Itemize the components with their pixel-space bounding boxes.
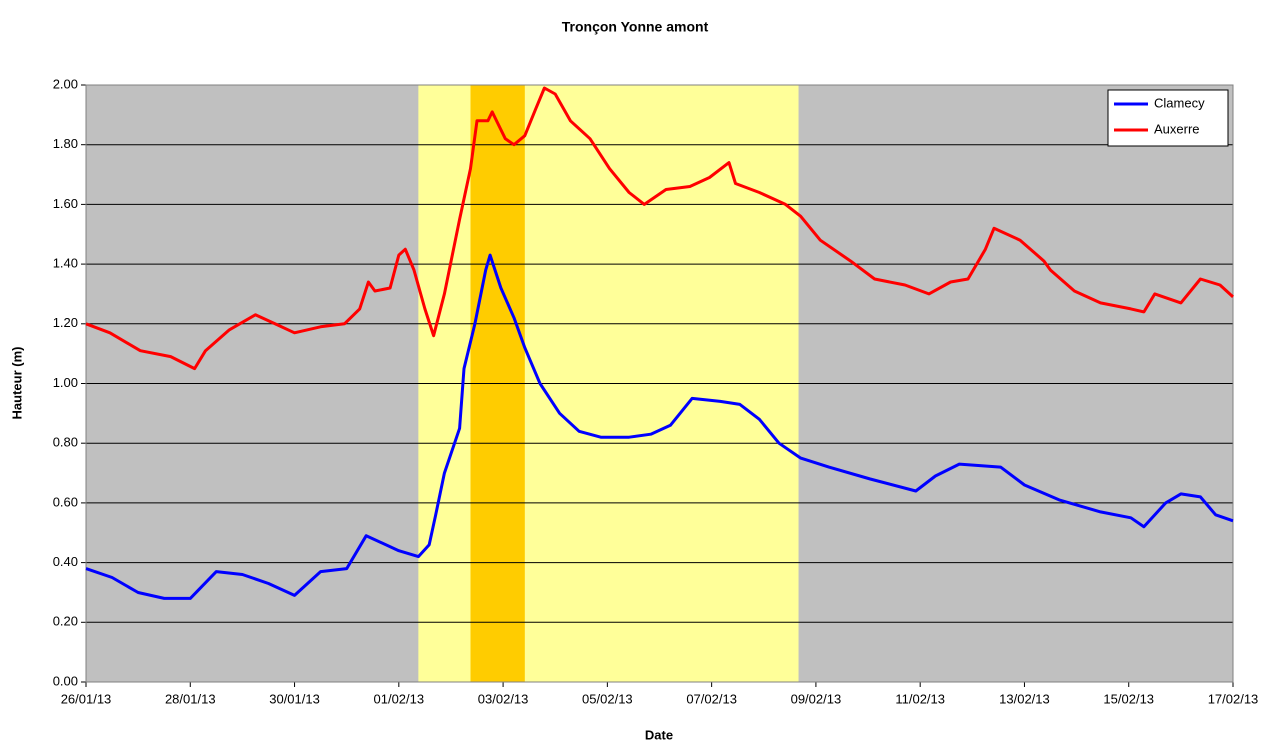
legend-label: Auxerre (1154, 121, 1200, 136)
x-tick-label: 28/01/13 (165, 691, 216, 706)
y-tick-label: 1.20 (53, 315, 78, 330)
y-tick-label: 0.80 (53, 435, 78, 450)
y-axis-label: Hauteur (m) (9, 347, 24, 420)
x-tick-label: 03/02/13 (478, 691, 529, 706)
x-tick-label: 11/02/13 (895, 691, 945, 706)
x-tick-label: 26/01/13 (61, 691, 112, 706)
y-tick-label: 2.00 (53, 76, 78, 91)
y-tick-label: 0.40 (53, 554, 78, 569)
x-tick-label: 01/02/13 (374, 691, 425, 706)
x-axis-label: Date (645, 727, 673, 742)
y-tick-label: 1.60 (53, 196, 78, 211)
y-tick-label: 0.20 (53, 614, 78, 629)
legend-box (1107, 89, 1229, 147)
x-tick-label: 05/02/13 (582, 691, 633, 706)
x-tick-label: 13/02/13 (999, 691, 1050, 706)
y-tick-label: 0.00 (53, 673, 78, 688)
chart-title: Tronçon Yonne amont (562, 19, 709, 35)
y-tick-label: 1.40 (53, 256, 78, 271)
plot-border (85, 84, 1234, 683)
series-line (85, 253, 1234, 600)
y-tick-label: 0.60 (53, 494, 78, 509)
legend-label: Clamecy (1154, 95, 1205, 110)
x-tick-label: 15/02/13 (1103, 691, 1154, 706)
series-line (85, 86, 1235, 371)
y-tick-label: 1.80 (53, 136, 78, 151)
x-tick-label: 07/02/13 (686, 691, 737, 706)
y-tick-label: 1.00 (53, 375, 78, 390)
x-tick-label: 09/02/13 (791, 691, 842, 706)
x-tick-label: 30/01/13 (269, 691, 320, 706)
x-tick-label: 17/02/13 (1208, 691, 1259, 706)
